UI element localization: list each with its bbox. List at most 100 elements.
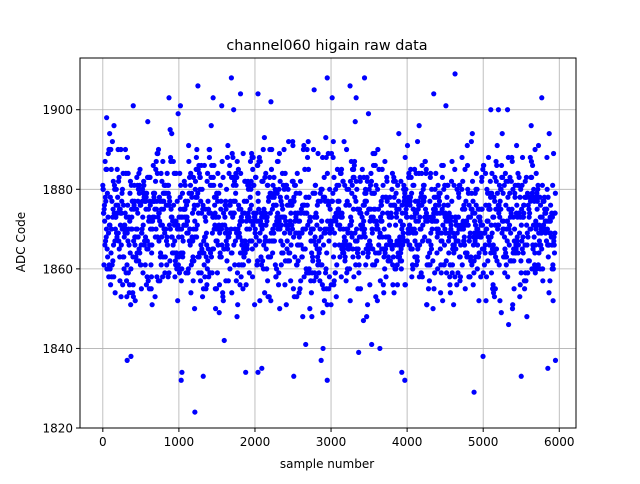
data-point	[130, 282, 136, 288]
data-point	[528, 158, 535, 165]
data-point	[339, 210, 345, 216]
data-point	[258, 262, 265, 268]
data-point	[426, 238, 432, 244]
data-point	[319, 218, 325, 224]
data-point	[400, 242, 406, 248]
data-point	[361, 75, 368, 81]
data-point	[139, 186, 146, 192]
data-point	[393, 190, 399, 196]
data-point	[238, 214, 244, 220]
data-point	[513, 246, 519, 252]
data-point	[128, 302, 134, 308]
data-point	[471, 230, 477, 236]
data-point	[276, 150, 283, 157]
data-point	[280, 250, 286, 256]
data-point	[231, 107, 237, 113]
data-point	[149, 242, 155, 248]
data-point	[451, 242, 457, 248]
data-point	[217, 250, 223, 256]
data-point	[252, 226, 258, 232]
data-point	[414, 138, 421, 145]
data-point	[216, 310, 222, 316]
data-point	[394, 262, 400, 268]
data-point	[457, 254, 463, 260]
data-point	[209, 270, 215, 276]
data-point	[324, 250, 330, 256]
data-point	[547, 278, 553, 284]
data-point	[177, 194, 183, 200]
data-point	[277, 306, 283, 312]
data-point	[175, 298, 181, 304]
data-point	[410, 266, 416, 272]
data-point	[331, 230, 338, 236]
data-point	[228, 226, 234, 232]
data-point	[189, 210, 196, 216]
data-point	[278, 262, 284, 268]
data-point	[280, 206, 286, 212]
data-point	[506, 226, 512, 232]
data-point	[389, 246, 395, 252]
data-point	[377, 214, 384, 220]
data-point	[441, 262, 447, 268]
data-point	[518, 222, 524, 228]
data-point	[134, 206, 140, 212]
data-point	[526, 258, 532, 264]
data-point	[376, 250, 382, 256]
data-point	[550, 182, 556, 188]
data-point	[491, 294, 498, 300]
data-point	[447, 290, 453, 296]
data-point	[464, 218, 470, 224]
data-point	[531, 186, 537, 192]
data-point	[441, 186, 447, 192]
data-point	[199, 294, 206, 300]
plot-frame	[79, 57, 577, 429]
data-point	[469, 206, 475, 212]
data-point	[202, 214, 208, 220]
y-tick-label: 1880	[42, 183, 73, 197]
data-point	[402, 154, 408, 161]
data-point	[211, 162, 217, 169]
data-point	[307, 306, 313, 312]
data-point	[246, 226, 253, 232]
data-point	[460, 178, 466, 184]
data-point	[354, 226, 360, 232]
data-point	[547, 202, 554, 208]
data-point	[357, 178, 363, 184]
data-point	[273, 274, 279, 280]
data-point	[404, 238, 410, 244]
data-point	[448, 214, 454, 220]
data-point	[535, 186, 541, 192]
data-point	[490, 290, 497, 296]
data-point	[392, 202, 398, 208]
data-point	[162, 230, 168, 236]
data-point	[198, 270, 204, 276]
data-point	[474, 234, 480, 240]
data-point	[167, 127, 173, 133]
data-point	[372, 162, 378, 169]
data-point	[331, 282, 337, 288]
data-point	[518, 373, 524, 379]
data-point	[104, 115, 110, 121]
data-point	[497, 298, 503, 304]
data-point	[233, 190, 239, 196]
data-point	[316, 250, 322, 256]
data-point	[454, 186, 460, 192]
data-point	[186, 158, 192, 165]
data-point	[337, 254, 343, 260]
data-point	[136, 190, 142, 196]
data-point	[268, 298, 274, 304]
data-point	[302, 226, 309, 232]
data-point	[220, 174, 226, 180]
data-point	[314, 214, 320, 220]
data-point	[549, 214, 556, 220]
data-point	[145, 119, 151, 125]
data-point	[229, 290, 235, 296]
data-point	[118, 294, 124, 300]
data-point	[489, 230, 495, 236]
data-point	[136, 170, 142, 176]
data-point	[451, 234, 458, 240]
data-point	[157, 218, 163, 224]
data-point	[466, 234, 473, 240]
data-point	[210, 174, 216, 180]
data-point	[207, 250, 214, 256]
